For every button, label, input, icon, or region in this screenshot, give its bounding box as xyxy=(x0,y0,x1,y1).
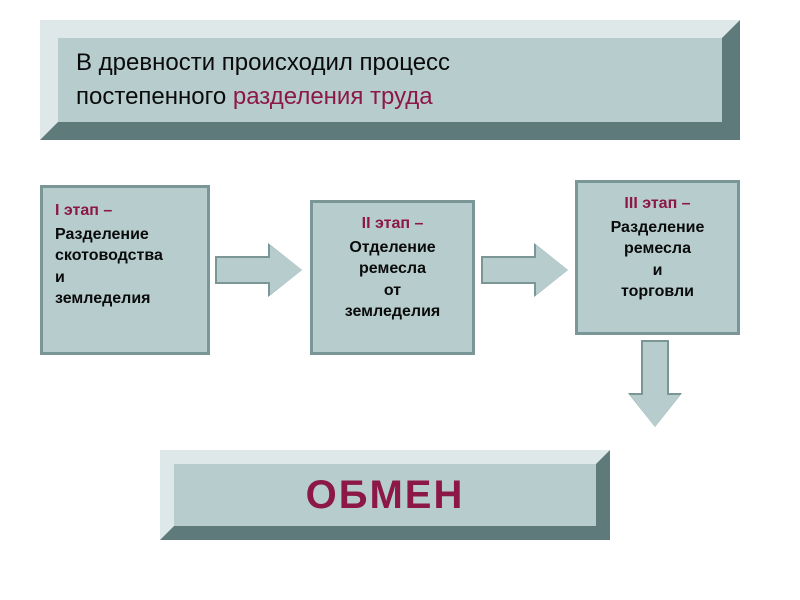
arrow-2-right-icon xyxy=(481,245,571,295)
stage-2-num: II этап – xyxy=(362,215,424,232)
stage-2-label: II этап – xyxy=(323,213,462,235)
title-line2: постепенного разделения труда xyxy=(76,83,704,111)
stage-3-num: III этап – xyxy=(624,195,690,212)
arrow-3-down-icon xyxy=(630,340,680,430)
stage-3-box: III этап – Разделениеремеслаиторговли xyxy=(575,180,740,335)
stage-1-num: I этап – xyxy=(55,202,112,219)
stage-1-desc: Разделение скотоводства иземледелия xyxy=(55,224,195,310)
result-panel: ОБМЕН xyxy=(160,450,610,540)
result-label: ОБМЕН xyxy=(306,473,465,518)
stage-3-label: III этап – xyxy=(588,193,727,215)
stage-3-desc: Разделениеремеслаиторговли xyxy=(588,217,727,303)
stage-1-box: I этап – Разделение скотоводства иземлед… xyxy=(40,185,210,355)
stage-2-desc: Отделениеремеслаотземледелия xyxy=(323,237,462,323)
stage-2-box: II этап – Отделениеремеслаотземледелия xyxy=(310,200,475,355)
title-line2-accent: разделения труда xyxy=(233,83,433,110)
title-line1: В древности происходил процесс xyxy=(76,49,704,77)
arrow-1-right-icon xyxy=(215,245,305,295)
stage-1-label: I этап – xyxy=(55,200,195,222)
title-line2-prefix: постепенного xyxy=(76,83,233,110)
title-panel: В древности происходил процесс постепенн… xyxy=(40,20,740,140)
